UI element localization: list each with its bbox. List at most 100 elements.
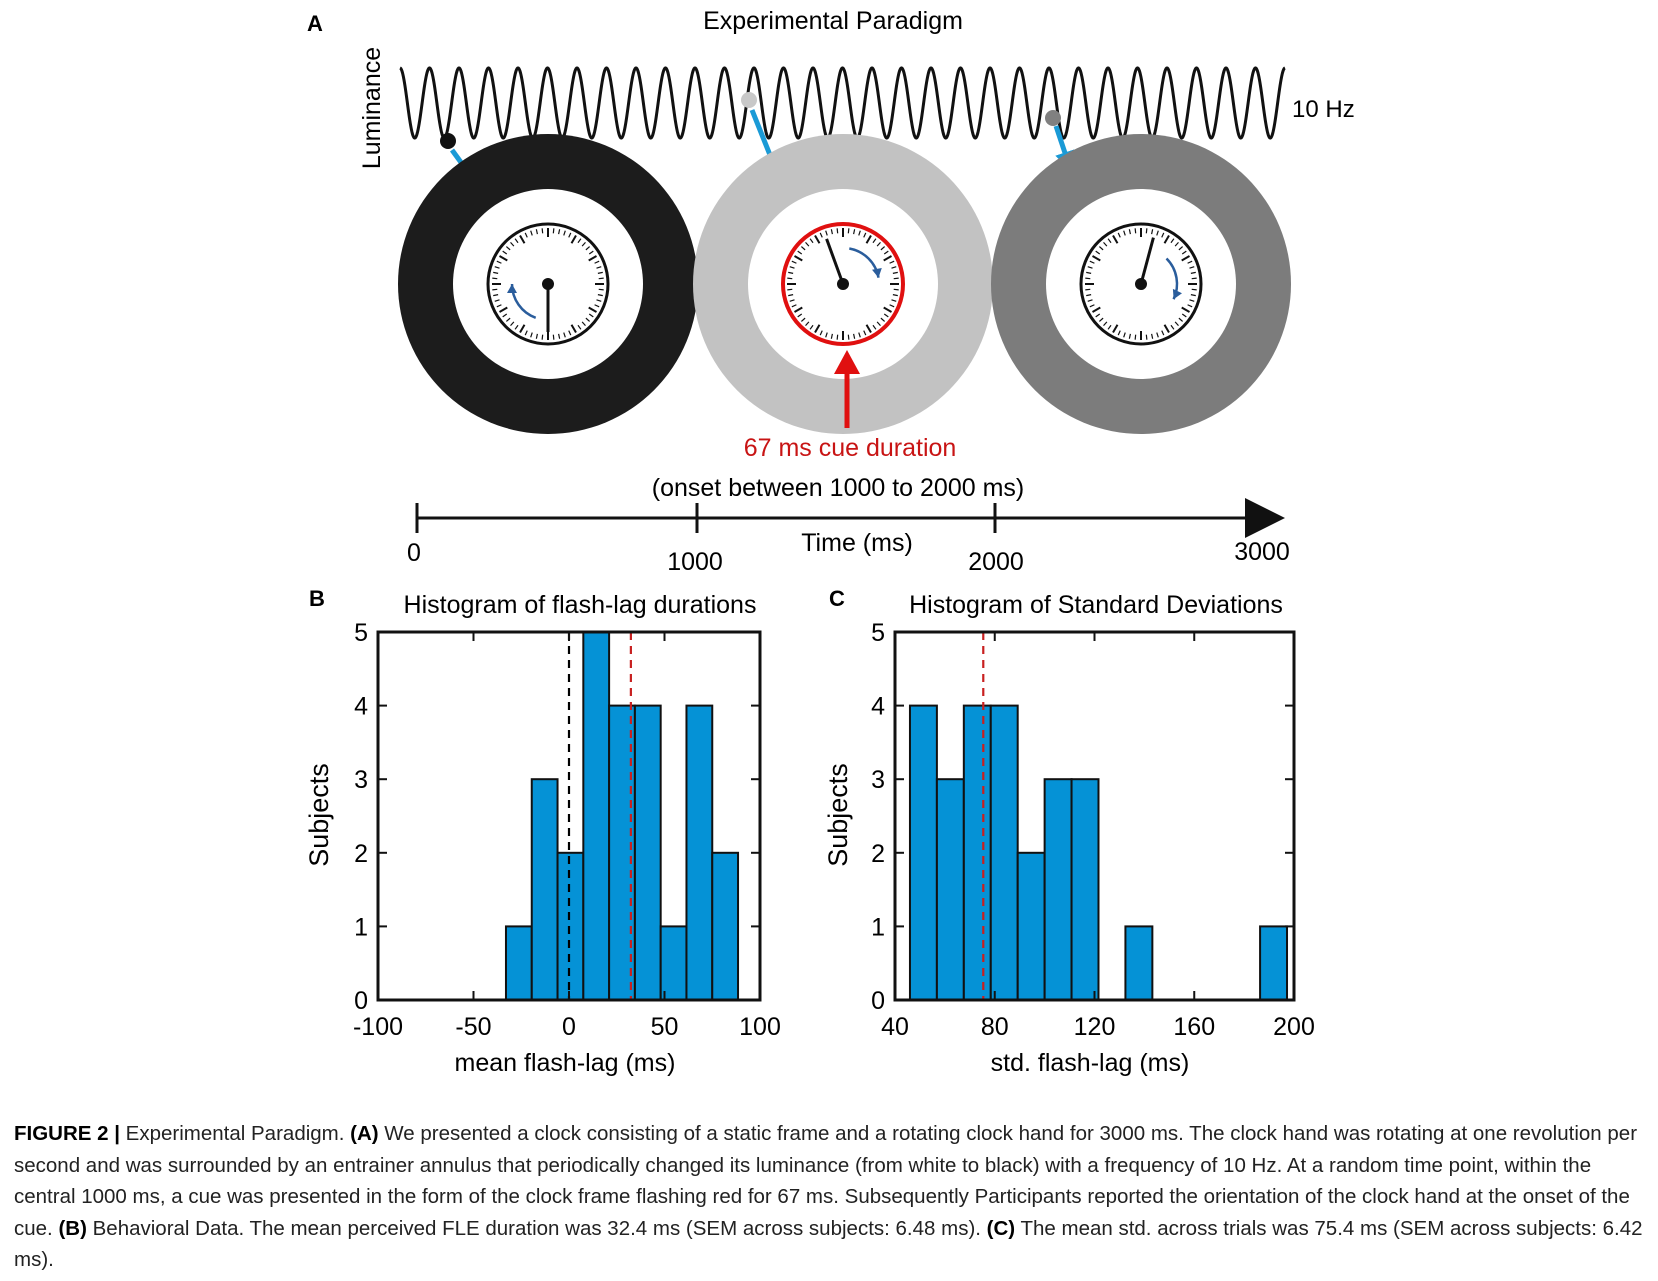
- clock-tick: [1181, 306, 1190, 313]
- clock-tick: [825, 230, 828, 236]
- clock-tick: [1092, 306, 1101, 313]
- x-tick-label: -100: [353, 1013, 403, 1041]
- clock-tick: [570, 324, 577, 333]
- clock-tick: [597, 271, 603, 274]
- clock-tick: [581, 241, 586, 247]
- clock-tick: [1187, 304, 1193, 308]
- clock-tick: [1085, 277, 1091, 280]
- chart-c-xlabel: std. flash-lag (ms): [991, 1049, 1190, 1077]
- timeline-arrow-icon: [1245, 498, 1285, 538]
- clock-tick: [1087, 299, 1093, 302]
- clock-tick: [876, 241, 881, 247]
- clock-tick: [1095, 313, 1101, 318]
- clock-tick: [1191, 288, 1197, 291]
- clock-tick: [865, 324, 872, 333]
- clock-hand: [1139, 237, 1155, 285]
- clock-tick: [570, 235, 577, 244]
- clock-tick: [1181, 255, 1190, 262]
- clock-tick: [585, 317, 591, 322]
- x-tick-label: 50: [651, 1013, 679, 1041]
- clock-tick: [1128, 333, 1131, 339]
- x-tick-label: 0: [562, 1013, 576, 1041]
- clock-tick: [809, 238, 814, 244]
- y-tick-label: 3: [871, 766, 885, 794]
- clock-tick: [1178, 246, 1184, 251]
- clock-tick: [836, 228, 839, 234]
- chart-b-xlabel: mean flash-lag (ms): [455, 1049, 676, 1077]
- caption-figure-label: FIGURE 2 |: [14, 1122, 120, 1145]
- clock-tick: [1117, 330, 1121, 336]
- clock-tick: [1161, 232, 1165, 238]
- clock-tick: [496, 260, 502, 264]
- histogram-bar: [1043, 778, 1073, 1002]
- clock-tick: [883, 255, 892, 262]
- rotation-arrow-head-icon: [872, 268, 882, 278]
- histogram-bar: [711, 851, 740, 1001]
- clock-tick: [797, 250, 803, 255]
- clock-tick: [800, 317, 806, 322]
- clock-tick: [883, 250, 889, 255]
- caption-b-text: Behavioral Data. The mean perceived FLE …: [86, 1216, 987, 1240]
- caption-a-text: We presented a clock consisting of a sta…: [14, 1122, 1638, 1240]
- clock-tick: [853, 229, 856, 235]
- clock-tick: [588, 255, 597, 262]
- clock-tick: [1145, 334, 1148, 340]
- clock-tick: [588, 250, 594, 255]
- clock-tick: [492, 277, 498, 280]
- clock-tick: [530, 332, 533, 338]
- histogram-flash-lag: B Histogram of flash-lag durations Subje…: [304, 586, 781, 1077]
- clock-tick: [830, 333, 833, 339]
- clock-tick: [541, 228, 544, 234]
- clock-tick: [865, 235, 872, 244]
- clock-tick: [552, 228, 555, 234]
- x-tick-label: 160: [1173, 1013, 1215, 1041]
- histogram-bar: [1070, 778, 1100, 1002]
- clock-tick: [1128, 229, 1131, 235]
- clock-tick: [558, 229, 561, 235]
- chart-b-ylabel: Subjects: [304, 763, 334, 867]
- clock-tick: [1085, 288, 1091, 291]
- clock-tick: [1174, 321, 1179, 327]
- annuli: [398, 134, 1291, 434]
- histogram-bar: [504, 925, 533, 1002]
- clock-tick: [893, 277, 899, 280]
- clock-tick: [1161, 330, 1165, 336]
- clock-tick: [797, 313, 803, 318]
- clock-tick: [794, 306, 803, 313]
- sample-dot-light: [741, 92, 757, 108]
- clock-tick: [1089, 304, 1095, 308]
- clock-tick: [1190, 294, 1196, 297]
- clock-tick: [1170, 238, 1175, 244]
- panel-b-letter: B: [309, 586, 325, 611]
- clock-tick: [814, 235, 821, 244]
- clock-hand: [825, 238, 845, 285]
- y-tick-label: 1: [354, 913, 368, 941]
- clock-tick: [1145, 228, 1148, 234]
- rotation-arrow-head-icon: [507, 284, 517, 293]
- frequency-label: 10 Hz: [1292, 96, 1355, 123]
- clock-tick: [1086, 294, 1092, 297]
- clock-tick: [1189, 266, 1195, 269]
- clock-tick: [510, 321, 515, 327]
- clock-tick: [577, 324, 582, 330]
- cue-arrow-head-icon: [834, 350, 860, 374]
- clock-tick: [858, 230, 861, 236]
- clock-hub: [837, 278, 849, 290]
- clock-tick: [1123, 230, 1126, 236]
- clock-tick: [1187, 260, 1193, 264]
- chart-c-ylabel: Subjects: [823, 763, 853, 867]
- histogram-bar: [582, 631, 611, 1001]
- clock-tick: [789, 299, 795, 302]
- clock-tick: [891, 266, 897, 269]
- clock-tick: [1181, 250, 1187, 255]
- clock-tick: [891, 299, 897, 302]
- histogram-bar: [530, 778, 559, 1002]
- clock-tick: [1107, 238, 1112, 244]
- clock-tick: [883, 306, 892, 313]
- sample-dot-dark: [440, 133, 456, 149]
- y-tick-label: 4: [871, 693, 885, 721]
- clock-tick: [568, 232, 572, 238]
- clock-tick: [530, 230, 533, 236]
- clock-tick: [535, 229, 538, 235]
- clock-tick: [872, 324, 877, 330]
